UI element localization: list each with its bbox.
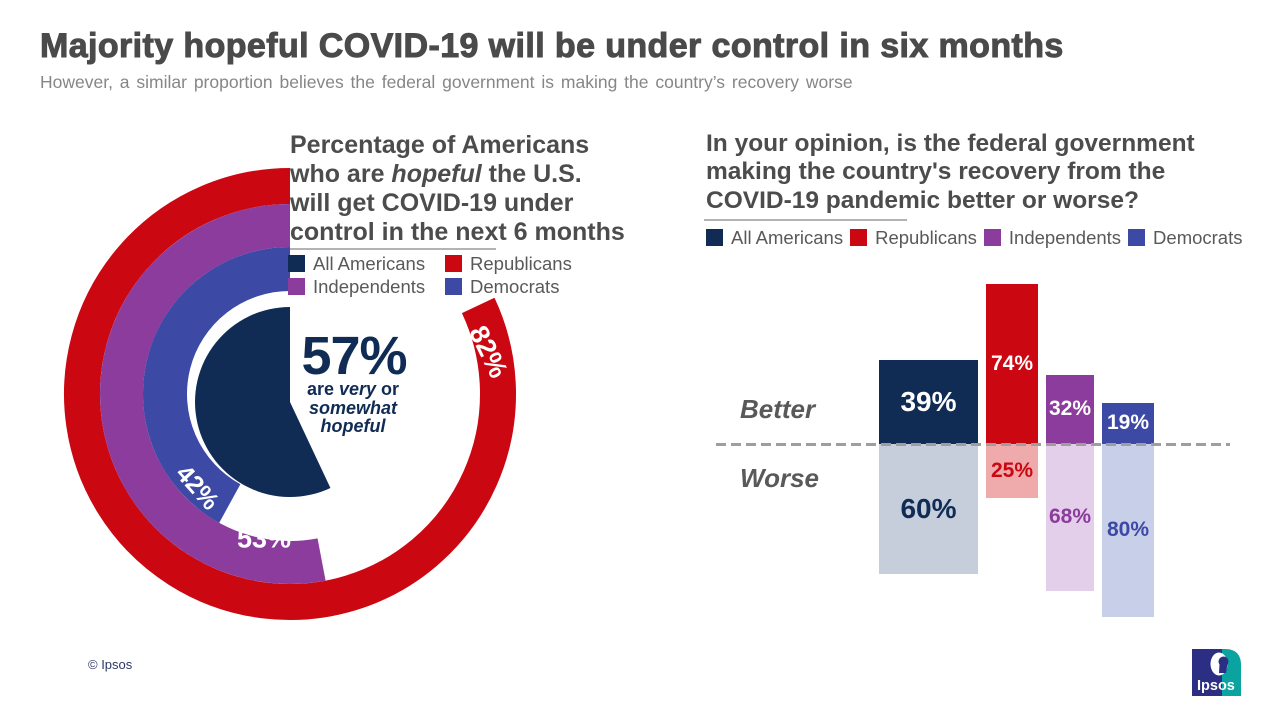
donut-legend: All Americans Republicans Independents Demo… bbox=[288, 252, 572, 297]
legend-label: Republicans bbox=[470, 252, 572, 274]
legend-swatch bbox=[983, 229, 1001, 246]
legend-swatch bbox=[445, 255, 462, 272]
bar-worse-republicans: 25% bbox=[986, 444, 1038, 498]
donut-title-line: Percentage of Americans bbox=[290, 131, 590, 159]
bar-worse-all-americans: 60% bbox=[879, 444, 978, 574]
legend-swatch bbox=[1128, 229, 1146, 246]
bar-value-label: 39% bbox=[900, 385, 957, 417]
legend-swatch bbox=[850, 229, 868, 246]
bar-value-label: 80% bbox=[1106, 518, 1150, 542]
legend-label: All Americans bbox=[731, 226, 844, 248]
bar-better-republicans: 74% bbox=[986, 284, 1038, 444]
bar-value-label: 25% bbox=[990, 459, 1034, 482]
legend-swatch bbox=[706, 229, 723, 246]
legend-label: Independents bbox=[313, 275, 426, 297]
copyright-note: © Ipsos bbox=[88, 657, 133, 672]
bar-title-rule bbox=[704, 219, 907, 221]
bar-value-label: 74% bbox=[990, 352, 1034, 376]
donut-title-line: who are hopeful the U.S. bbox=[290, 160, 582, 188]
bar-better-all-americans: 39% bbox=[879, 359, 978, 444]
legend-item-independents: Independents bbox=[288, 275, 445, 297]
donut-title-line: will get COVID-19 under bbox=[290, 189, 574, 217]
legend-item-democrats: Democrats bbox=[445, 275, 572, 297]
legend-swatch bbox=[445, 278, 462, 295]
page-title: Majority hopeful COVID-19 will be under … bbox=[40, 27, 1064, 66]
bar-legend: All Americans Republicans Independents Demo… bbox=[706, 226, 1243, 248]
legend-label: Democrats bbox=[1153, 226, 1243, 248]
legend-label: All Americans bbox=[313, 252, 426, 274]
bar-value-label: 32% bbox=[1048, 397, 1092, 421]
legend-item-all-americans: All Americans bbox=[706, 226, 844, 248]
donut-center-caption: are very or somewhat hopeful bbox=[283, 380, 423, 436]
ipsos-logo: Ipsos bbox=[1192, 649, 1241, 696]
axis-label-worse: Worse bbox=[740, 463, 819, 493]
legend-swatch bbox=[288, 278, 305, 295]
bar-worse-democrats: 80% bbox=[1102, 444, 1154, 617]
legend-label: Independents bbox=[1008, 226, 1122, 248]
bar-chart-baseline bbox=[716, 443, 1230, 446]
bar-worse-independents: 68% bbox=[1046, 444, 1094, 591]
legend-item-all-americans: All Americans bbox=[288, 252, 445, 274]
donut-caption-line: hopeful bbox=[320, 416, 386, 436]
legend-label: Republicans bbox=[875, 226, 977, 248]
bar-better-democrats: 19% bbox=[1102, 402, 1154, 444]
axis-label-better: Better bbox=[740, 394, 816, 424]
page-subtitle: However, a similar proportion believes t… bbox=[40, 72, 853, 92]
bar-value-label: 19% bbox=[1106, 411, 1150, 435]
legend-item-republicans: Republicans bbox=[445, 252, 572, 274]
donut-title-rule bbox=[290, 248, 496, 250]
bar-better-independents: 32% bbox=[1046, 374, 1094, 444]
legend-item-republicans: Republicans bbox=[850, 226, 977, 248]
logo-text: Ipsos bbox=[1197, 678, 1235, 694]
bar-value-label: 60% bbox=[900, 492, 957, 524]
legend-swatch bbox=[288, 255, 305, 272]
legend-label: Democrats bbox=[470, 275, 560, 297]
bar-title-line: In your opinion, is the federal governme… bbox=[706, 130, 1195, 157]
bar-value-label: 68% bbox=[1048, 505, 1092, 529]
bar-title-line: making the country's recovery from the bbox=[706, 158, 1166, 186]
legend-item-independents: Independents bbox=[983, 226, 1122, 248]
donut-title-line: control in the next 6 months bbox=[290, 218, 625, 246]
donut-center-value: 57% bbox=[301, 326, 407, 386]
donut-caption-line: somewhat bbox=[308, 397, 398, 418]
bar-chart-title: In your opinion, is the federal governme… bbox=[706, 130, 1251, 215]
legend-item-democrats: Democrats bbox=[1128, 226, 1243, 248]
bar-title-line: COVID-19 pandemic better or worse? bbox=[706, 186, 1139, 214]
donut-caption-line: are very or bbox=[306, 379, 400, 399]
donut-chart-title: Percentage of Americans who are hopeful t… bbox=[290, 131, 680, 247]
